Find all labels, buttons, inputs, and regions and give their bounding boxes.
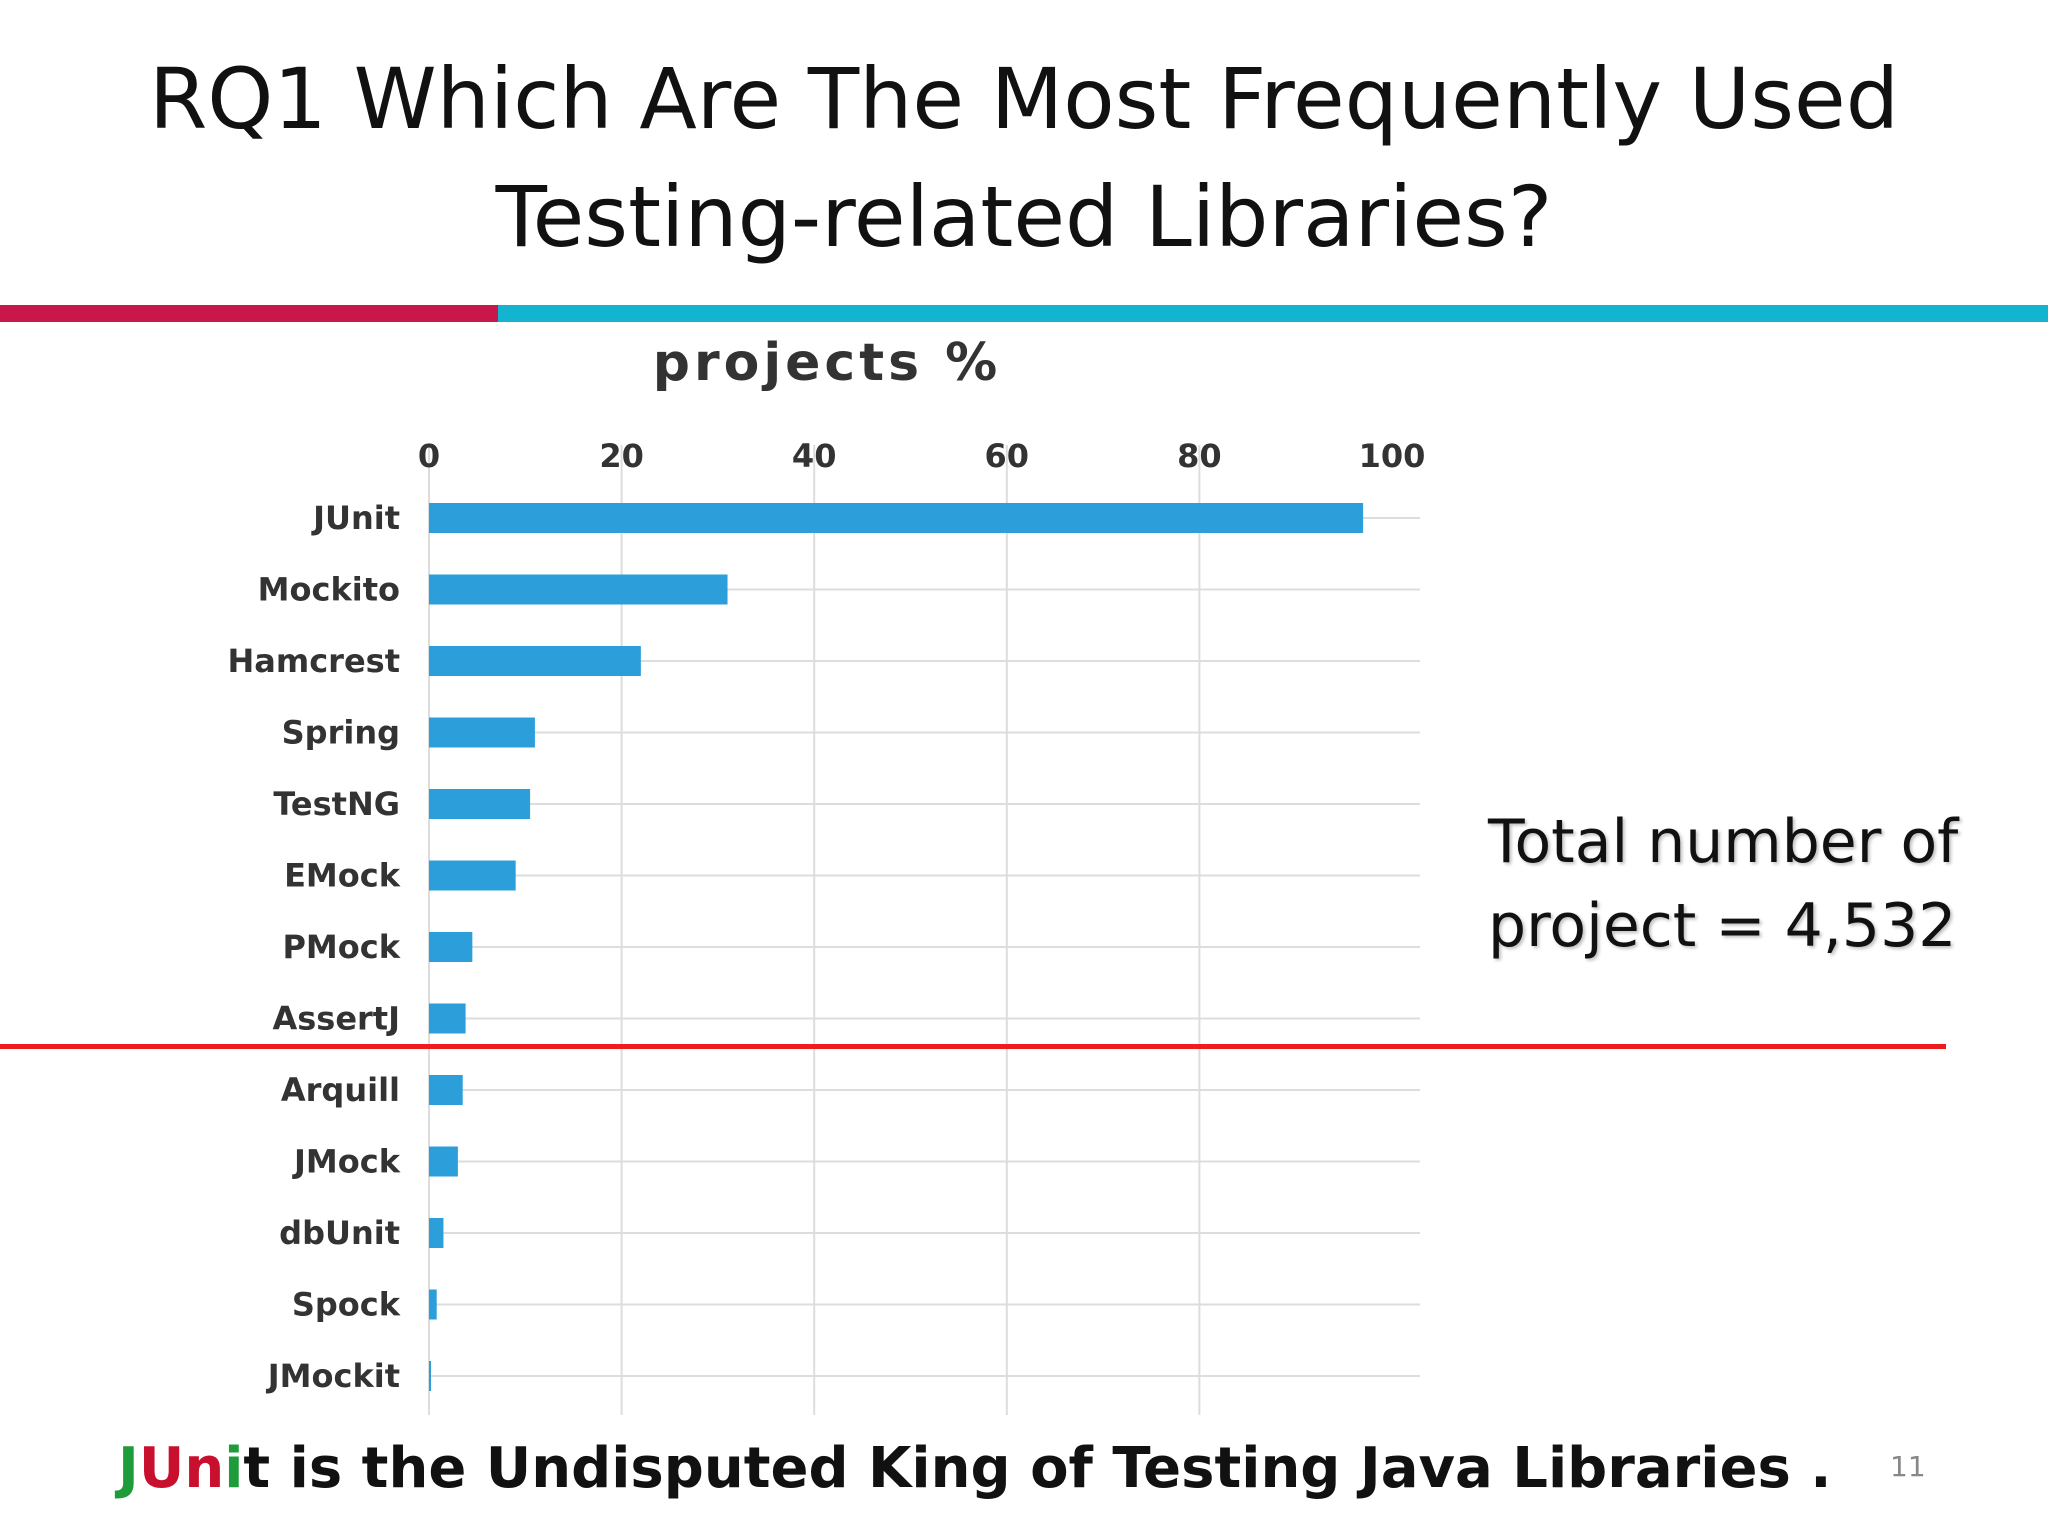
footer-statement: JUnit is the Undisputed King of Testing … bbox=[118, 1436, 1832, 1501]
category-label: AssertJ bbox=[272, 1000, 400, 1038]
bar-jmock bbox=[429, 1146, 458, 1177]
footer-j: J bbox=[118, 1436, 139, 1501]
bar-pmock bbox=[429, 932, 473, 962]
footer-i: i bbox=[224, 1436, 244, 1501]
bar-assertj bbox=[429, 1003, 466, 1034]
x-tick-label: 0 bbox=[418, 437, 440, 475]
x-tick-label: 40 bbox=[792, 437, 837, 475]
x-tick-label: 60 bbox=[985, 437, 1030, 475]
category-label: Spring bbox=[282, 714, 400, 752]
category-label: JUnit bbox=[311, 499, 400, 537]
page-number: 11 bbox=[1890, 1450, 1926, 1483]
slide-title-line-2: Testing-related Libraries? bbox=[495, 168, 1553, 266]
bar-mockito bbox=[429, 574, 728, 605]
x-tick-label: 80 bbox=[1177, 437, 1222, 475]
slide-title: RQ1 Which Are The Most Frequently Used T… bbox=[0, 40, 2048, 276]
bar-junit bbox=[429, 503, 1364, 533]
bar-testng bbox=[429, 789, 531, 819]
total-projects-annotation: Total number of project = 4,532 bbox=[1488, 800, 1958, 968]
chart-title: projects % bbox=[653, 340, 1002, 393]
category-label: EMock bbox=[284, 857, 401, 895]
x-tick-label: 100 bbox=[1359, 437, 1426, 475]
category-label: dbUnit bbox=[279, 1214, 400, 1252]
category-label: Spock bbox=[292, 1286, 401, 1324]
category-label: TestNG bbox=[273, 785, 400, 823]
bar-spock bbox=[429, 1289, 437, 1320]
bar-emock bbox=[429, 860, 516, 891]
bar-hamcrest bbox=[429, 646, 641, 676]
category-label: Hamcrest bbox=[227, 642, 400, 680]
bar-spring bbox=[429, 717, 535, 748]
title-divider-left bbox=[0, 305, 498, 322]
cutoff-line bbox=[0, 1044, 1946, 1049]
category-label: JMockit bbox=[266, 1357, 400, 1395]
bar-jmockit bbox=[429, 1361, 431, 1391]
x-tick-label: 20 bbox=[599, 437, 644, 475]
category-label: Arquill bbox=[281, 1071, 400, 1109]
title-divider-right bbox=[498, 305, 2048, 322]
footer-dot: . bbox=[1790, 1436, 1832, 1501]
category-label: PMock bbox=[282, 928, 400, 966]
bar-arquill bbox=[429, 1075, 463, 1105]
footer-rest: t is the Undisputed King of Testing Java… bbox=[243, 1436, 1791, 1501]
category-label: JMock bbox=[292, 1143, 401, 1181]
bar-chart: projects % 0 20 40 60 80 100 JUnit Mockito Hamcre… bbox=[227, 340, 1426, 1415]
annotation-line-1: Total number of bbox=[1488, 807, 1959, 877]
footer-un: Un bbox=[138, 1436, 225, 1501]
bar-dbunit bbox=[429, 1218, 444, 1248]
slide-title-line-1: RQ1 Which Are The Most Frequently Used bbox=[148, 50, 1900, 148]
annotation-line-2: project = 4,532 bbox=[1488, 891, 1957, 961]
category-label: Mockito bbox=[258, 571, 400, 609]
